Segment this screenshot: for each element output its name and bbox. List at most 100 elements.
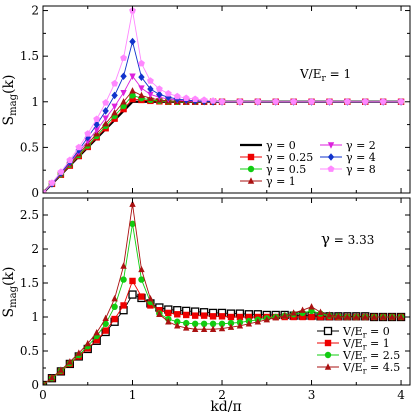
bottom-series-3-point (236, 322, 244, 329)
bottom-series-2-point (183, 319, 190, 327)
top-legend-entry-6: γ = 8 (320, 163, 376, 176)
bottom-y-tick-label: 0 (31, 378, 39, 392)
bottom-series-3-point (102, 314, 109, 322)
top-y-tick-label: 2 (31, 4, 39, 18)
top-series-4-point (111, 103, 118, 111)
bottom-series-3-point (326, 311, 333, 318)
top-series-3-point (120, 98, 127, 105)
bottom-series-2-point (200, 320, 208, 327)
bottom-series-3-point (84, 339, 91, 347)
bottom-series-3-point (191, 325, 199, 332)
top-series-5-point (138, 73, 145, 81)
top-series-6-point (164, 89, 172, 97)
top-series-6-point (173, 92, 181, 100)
top-legend-swatch-marker (327, 165, 335, 172)
top-series-6-point (272, 98, 280, 105)
top-series-6-point (102, 99, 110, 106)
bottom-series-3-point (299, 306, 306, 313)
bottom-series-3-point (344, 313, 351, 320)
top-legend-entry-2: γ = 0.5 (240, 163, 306, 176)
top-series-4-point (93, 127, 100, 134)
top-legend-swatch-marker (247, 165, 255, 173)
bottom-series-1-point (183, 311, 190, 319)
top-ylabel-main: S (1, 116, 17, 126)
bottom-series-1-point (102, 327, 109, 334)
bottom-series-2-point (138, 276, 145, 283)
bottom-series-3-point (174, 322, 181, 329)
bottom-x-tick-label: 3 (308, 388, 316, 402)
bottom-annotation: γ = 3.33 (321, 230, 374, 248)
bottom-series-1-point (308, 313, 315, 321)
top-series-3-point (102, 119, 109, 127)
bottom-series-3-point (263, 316, 270, 323)
bottom-legend-entry-1: V/Er = 1 (317, 337, 390, 352)
top-series-5-point (120, 72, 127, 81)
x-axis-label: kd/π (210, 399, 241, 415)
bottom-series-3-point (218, 324, 226, 332)
bottom-series-3-point (272, 313, 279, 321)
bottom-series-1-point (245, 313, 253, 321)
bottom-series-2-point (227, 319, 235, 327)
top-series-6-point (343, 98, 351, 105)
bottom-series-3-point (138, 265, 145, 273)
top-legend-label-4: γ = 2 (346, 139, 376, 152)
bottom-ylabel-main: S (1, 308, 17, 318)
bottom-series-2-point (111, 303, 118, 310)
bottom-series-1-point (165, 309, 172, 317)
bottom-y-tick-label: 0.5 (20, 344, 39, 358)
bottom-y-tick-label: 2.5 (20, 208, 39, 222)
bottom-legend-swatch-marker (324, 363, 332, 370)
top-y-tick-label: 0 (31, 186, 39, 200)
bottom-series-3-point (129, 200, 136, 207)
bottom-series-2-point (102, 320, 109, 327)
top-series-4-point (138, 85, 145, 92)
bottom-ylabel-rest: (k) (1, 267, 17, 286)
top-series-5-point (111, 91, 118, 100)
bottom-series-3 (43, 200, 405, 385)
bottom-series-3-point (317, 308, 324, 315)
bottom-series-3-point (200, 325, 208, 332)
top-series-3-point (138, 91, 145, 99)
bottom-series-3-point (308, 303, 315, 310)
top-series-3-point (129, 87, 136, 94)
top-series-4-point (147, 91, 154, 99)
bottom-series-3-point (183, 324, 190, 331)
top-series-4-point (102, 115, 109, 122)
bottom-series-3-point (156, 310, 163, 317)
top-series-6-point (218, 98, 226, 105)
top-series-6-point (290, 98, 298, 105)
top-series-5-point (129, 37, 136, 46)
top-series-6-point (43, 189, 47, 193)
bottom-series-3-point (111, 294, 118, 302)
bottom-series-1-point (147, 302, 154, 309)
bottom-legend-swatch-marker (323, 326, 333, 336)
top-legend-entry-4: γ = 2 (320, 139, 376, 152)
top-legend-entry-5: γ = 4 (320, 151, 376, 164)
bottom-series-3-point (388, 313, 396, 320)
top-series-3-point (111, 109, 118, 116)
top-series-1-point (129, 95, 136, 103)
top-series-6-point (182, 94, 190, 102)
top-series-6-point (191, 95, 199, 102)
top-series-6 (43, 6, 405, 193)
bottom-y-axis-label: Smag(k) (1, 267, 19, 318)
bottom-series-0-point (128, 290, 137, 299)
top-ylabel-rest: (k) (1, 75, 17, 94)
bottom-legend-label-2: V/Er = 2.5 (342, 349, 400, 364)
bottom-legend-label-1: V/Er = 1 (342, 337, 390, 352)
bottom-legend: V/Er = 0V/Er = 1V/Er = 2.5V/Er = 4.5 (317, 325, 400, 376)
bottom-series-2-point (120, 276, 127, 283)
bottom-series-3-point (362, 313, 369, 320)
top-y-tick-label: 1 (31, 95, 39, 109)
bottom-series-3-point (120, 262, 127, 269)
top-series-5-point (165, 93, 172, 102)
top-series-2-point (129, 92, 136, 99)
bottom-legend-swatch-marker (324, 351, 332, 359)
bottom-plot-frame (42, 197, 411, 386)
bottom-series-3-point (370, 313, 378, 320)
top-legend: γ = 0γ = 0.25γ = 0.5γ = 1 γ = 2γ = 4γ = 8 (240, 139, 376, 188)
top-series-4-point (120, 89, 127, 97)
bottom-legend-label-3: V/Er = 4.5 (342, 361, 400, 376)
bottom-legend-swatch-marker (324, 339, 332, 347)
top-series-6-point (111, 79, 119, 87)
